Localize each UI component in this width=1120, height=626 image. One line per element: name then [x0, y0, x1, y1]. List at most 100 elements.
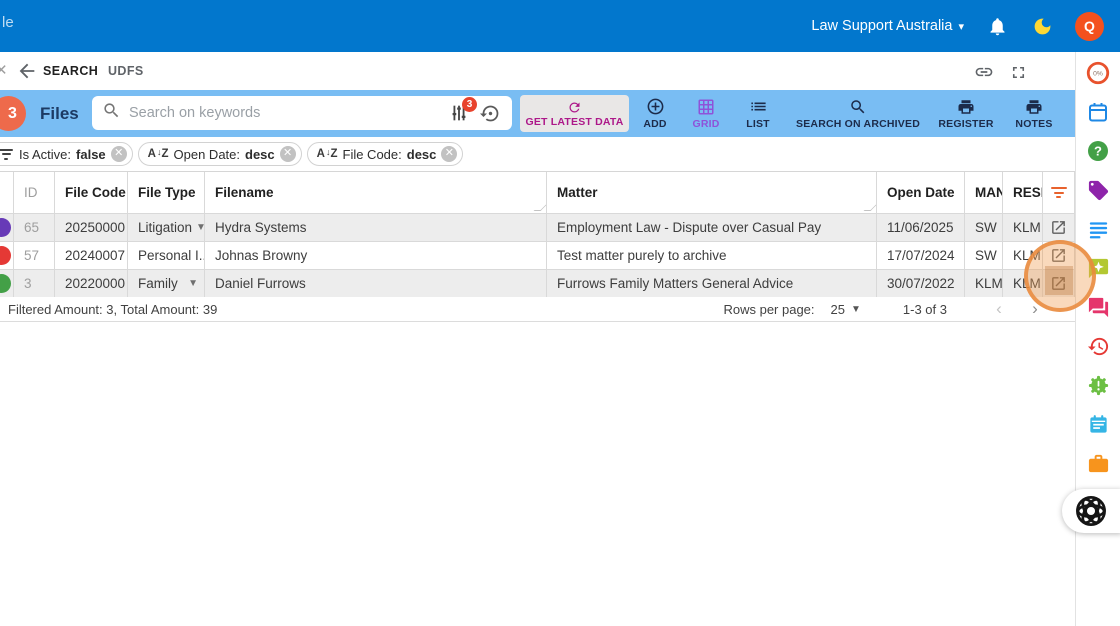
status-dot-green	[0, 274, 11, 293]
table-row[interactable]: 65 20250000 Litigation ▼ Hydra Systems Em…	[0, 214, 1075, 242]
get-latest-data-button[interactable]: GET LATEST DATA	[520, 95, 629, 132]
step-badge-count: 3	[8, 104, 17, 122]
resize-handle[interactable]	[863, 204, 876, 211]
table-row[interactable]: 3 20220000 Family ▼ Daniel Furrows Furrow…	[0, 270, 1075, 298]
cell-matter: Furrows Family Matters General Advice	[547, 270, 877, 298]
tab-search[interactable]: SEARCH	[43, 52, 98, 90]
search-history-icon[interactable]	[478, 101, 502, 125]
previous-page-button[interactable]: ‹	[996, 299, 1002, 318]
cell-id: 57	[14, 242, 55, 270]
header-file-code[interactable]: File Code↓	[55, 172, 128, 214]
chip-file-code-sort[interactable]: A ↓ Z File Code: desc ✕	[306, 142, 464, 166]
header-resp[interactable]: RESP	[1003, 172, 1043, 214]
text-lines-icon[interactable]	[1085, 216, 1111, 242]
notifications-bell-icon[interactable]	[985, 14, 1009, 38]
remove-chip-icon[interactable]: ✕	[279, 146, 296, 162]
next-page-button[interactable]: ›	[1032, 299, 1038, 318]
cell-man: KLM	[965, 270, 1003, 298]
dark-mode-moon-icon[interactable]	[1030, 14, 1054, 38]
refresh-icon	[569, 102, 580, 112]
table-row[interactable]: 57 20240007 Personal I...▼ Johnas Browny…	[0, 242, 1075, 270]
forum-icon[interactable]	[1085, 294, 1111, 320]
cell-matter: Employment Law - Dispute over Casual Pay	[547, 214, 877, 242]
cell-id: 3	[14, 270, 55, 298]
fullscreen-icon[interactable]	[1006, 60, 1030, 84]
chip-is-active[interactable]: Is Active: false ✕	[0, 142, 133, 166]
header-man[interactable]: MAN	[965, 172, 1003, 214]
printer-icon	[1026, 99, 1042, 114]
grid-view-button[interactable]: GRID	[682, 94, 730, 133]
rows-per-page-select[interactable]: 25 ▼	[830, 301, 861, 317]
chat-sparkle-icon[interactable]	[1085, 255, 1111, 281]
progress-ring-icon[interactable]: 0%	[1085, 60, 1111, 86]
remove-chip-icon[interactable]: ✕	[441, 146, 458, 162]
resize-handle[interactable]	[533, 204, 546, 211]
files-table: ID File Code↓ File Type Filename Matter …	[0, 171, 1075, 298]
add-button[interactable]: ADD	[632, 94, 678, 133]
register-print-button[interactable]: REGISTER	[931, 94, 1001, 133]
filter-icon	[0, 148, 14, 160]
notes-print-button[interactable]: NOTES	[1005, 94, 1063, 133]
svg-text:?: ?	[1094, 144, 1102, 159]
open-file-button[interactable]	[1043, 214, 1075, 242]
copy-link-icon[interactable]	[972, 60, 996, 84]
chevron-down-icon: ▼	[196, 222, 205, 233]
chevron-down-icon: ▼	[188, 278, 198, 289]
header-column-filter-button[interactable]	[1043, 172, 1075, 214]
cell-resp: KLM	[1003, 214, 1043, 242]
header-id[interactable]: ID	[14, 172, 55, 214]
app-bar: le Law Support Australia ▾ Q	[0, 0, 1120, 52]
knot-logo-button[interactable]	[1062, 489, 1120, 533]
list-view-button[interactable]: LIST	[736, 94, 780, 133]
cell-open-date: 11/06/2025	[877, 214, 965, 242]
remove-chip-icon[interactable]: ✕	[110, 146, 127, 162]
cell-filename: Johnas Browny	[205, 242, 547, 270]
header-matter[interactable]: Matter	[547, 172, 877, 214]
keyword-search-box: 3	[92, 96, 512, 130]
tag-icon[interactable]	[1085, 177, 1111, 203]
list-icon	[750, 102, 766, 111]
note-calendar-icon[interactable]	[1085, 411, 1111, 437]
header-filename[interactable]: Filename	[205, 172, 547, 214]
right-sidebar: 0% ?	[1062, 52, 1120, 626]
org-selector[interactable]: Law Support Australia ▾	[811, 18, 964, 34]
tab-bar: ✕ SEARCH UDFS	[0, 52, 1075, 140]
open-file-button[interactable]	[1043, 242, 1075, 270]
alert-gear-icon[interactable]	[1085, 372, 1111, 398]
search-input[interactable]	[129, 105, 440, 121]
cell-file-type-dropdown[interactable]: Litigation ▼	[128, 214, 205, 242]
chevron-down-icon: ▾	[958, 20, 964, 33]
cell-filename: Daniel Furrows	[205, 270, 547, 298]
cell-open-date: 30/07/2022	[877, 270, 965, 298]
tab-udfs-label: UDFS	[108, 64, 144, 78]
briefcase-icon[interactable]	[1085, 450, 1111, 476]
calendar-icon[interactable]	[1085, 99, 1111, 125]
advanced-filters-button[interactable]: 3	[448, 97, 477, 124]
row-status-cell	[0, 242, 14, 270]
header-open-date[interactable]: Open Date↓	[877, 172, 965, 214]
rows-per-page-label: Rows per page:	[723, 301, 815, 317]
cell-file-code: 20220000	[55, 270, 128, 298]
cell-matter: Test matter purely to archive	[547, 242, 877, 270]
filter-chips-row: Is Active: false ✕ A ↓ Z Open Date: desc ✕ A…	[0, 137, 1075, 171]
help-icon[interactable]: ?	[1085, 138, 1111, 164]
close-icon[interactable]: ✕	[0, 62, 8, 79]
cell-filename: Hydra Systems	[205, 214, 547, 242]
history-icon[interactable]	[1085, 333, 1111, 359]
open-file-button[interactable]	[1043, 270, 1075, 298]
step-badge: 3	[0, 96, 26, 131]
search-on-archived-button[interactable]: SEARCH ON ARCHIVED	[778, 94, 938, 133]
appbar-partial-text: le	[2, 14, 14, 31]
cell-man: SW	[965, 242, 1003, 270]
header-file-type[interactable]: File Type	[128, 172, 205, 214]
tab-udfs[interactable]: UDFS	[108, 52, 144, 90]
cell-resp: KLM	[1003, 242, 1043, 270]
filtered-summary: Filtered Amount: 3, Total Amount: 39	[8, 301, 218, 317]
cell-man: SW	[965, 214, 1003, 242]
chip-open-date-sort[interactable]: A ↓ Z Open Date: desc ✕	[137, 142, 302, 166]
user-avatar[interactable]: Q	[1075, 11, 1104, 41]
cell-file-type-dropdown[interactable]: Family ▼	[128, 270, 205, 298]
back-arrow-icon[interactable]	[16, 60, 38, 82]
add-circle-icon	[647, 98, 663, 115]
cell-file-type-dropdown[interactable]: Personal I...▼	[128, 242, 205, 270]
